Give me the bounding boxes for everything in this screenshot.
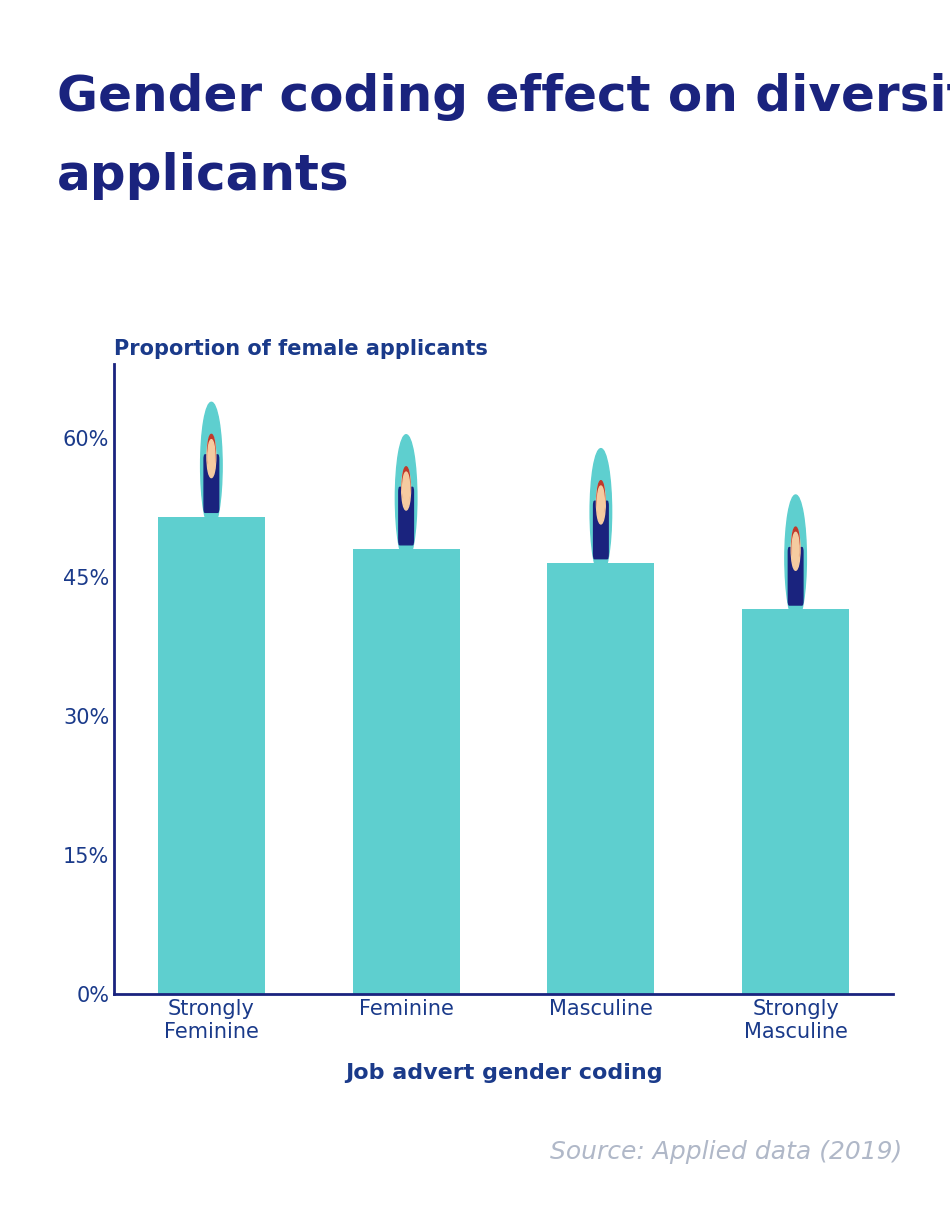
- Circle shape: [403, 467, 409, 503]
- Circle shape: [597, 481, 605, 524]
- Bar: [742, 610, 849, 994]
- Ellipse shape: [590, 448, 612, 576]
- Circle shape: [791, 528, 800, 571]
- Bar: [352, 549, 460, 994]
- X-axis label: Job advert gender coding: Job advert gender coding: [345, 1063, 662, 1082]
- Circle shape: [208, 440, 215, 474]
- FancyBboxPatch shape: [204, 454, 218, 513]
- FancyBboxPatch shape: [594, 502, 608, 559]
- Circle shape: [792, 532, 799, 566]
- Text: Proportion of female applicants: Proportion of female applicants: [114, 339, 488, 359]
- Circle shape: [208, 434, 215, 470]
- Circle shape: [598, 481, 604, 516]
- Bar: [547, 562, 655, 994]
- FancyBboxPatch shape: [788, 548, 803, 605]
- Text: applicants: applicants: [57, 152, 350, 200]
- Text: Gender coding effect on diversity of: Gender coding effect on diversity of: [57, 73, 950, 121]
- Ellipse shape: [200, 402, 222, 528]
- Circle shape: [402, 468, 410, 510]
- Circle shape: [598, 486, 604, 520]
- Text: Source: Applied data (2019): Source: Applied data (2019): [550, 1139, 902, 1164]
- Ellipse shape: [785, 494, 807, 622]
- Ellipse shape: [395, 435, 417, 561]
- Circle shape: [792, 527, 799, 562]
- FancyBboxPatch shape: [399, 487, 413, 545]
- Circle shape: [403, 473, 409, 505]
- Circle shape: [207, 435, 216, 478]
- Bar: [158, 516, 265, 994]
